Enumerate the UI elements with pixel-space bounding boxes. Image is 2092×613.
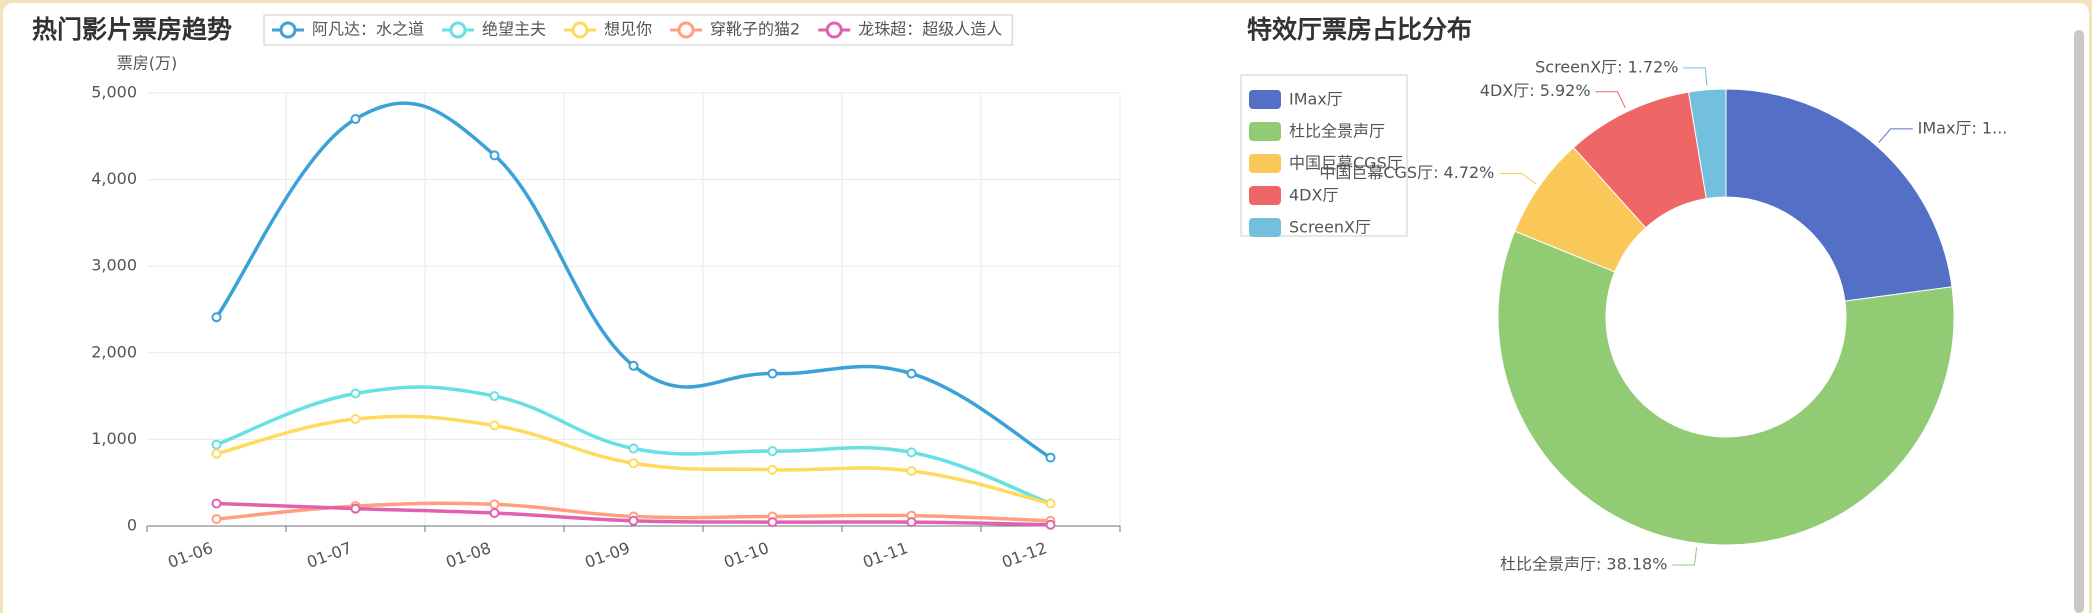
point (489, 150, 500, 161)
legend-label[interactable]: 龙珠超：超级人造人 (858, 20, 1002, 39)
point (489, 420, 500, 431)
slice-label: 4DX厅: 5.92% (1480, 81, 1591, 100)
y-tick-label: 0 (127, 516, 137, 535)
point (628, 360, 639, 371)
point (628, 443, 639, 454)
legend-label[interactable]: 穿靴子的猫2 (710, 20, 800, 39)
legend-box (1240, 74, 1408, 237)
legend-swatch (1249, 90, 1281, 109)
legend-icon (279, 21, 297, 39)
point (767, 517, 778, 528)
label-line (1683, 67, 1708, 86)
y-tick-label: 4,000 (91, 169, 137, 188)
legend-box (263, 14, 1013, 46)
point (767, 464, 778, 475)
slice-label: 杜比全景声厅: 38.18% (1500, 555, 1668, 574)
point (489, 508, 500, 519)
point (489, 391, 500, 402)
point (211, 312, 222, 323)
slice-label: IMax厅: 1... (1918, 118, 2008, 137)
label-line (1672, 547, 1698, 566)
point (1045, 498, 1056, 509)
series-line (215, 101, 1052, 460)
legend-icon (825, 21, 843, 39)
point (211, 514, 222, 525)
legend-label[interactable]: 绝望主夫 (482, 20, 546, 39)
y-tick-label: 3,000 (91, 256, 137, 275)
legend-label[interactable]: 想见你 (604, 20, 652, 39)
point (767, 446, 778, 457)
legend-label[interactable]: 4DX厅 (1289, 186, 1338, 205)
point (767, 368, 778, 379)
y-tick-label: 1,000 (91, 429, 137, 448)
y-tick-label: 2,000 (91, 342, 137, 361)
donut-slice (1725, 88, 1953, 302)
legend-label[interactable]: 中国巨幕CGS厅 (1289, 154, 1403, 173)
point (211, 448, 222, 459)
label-line (1595, 91, 1626, 109)
point (350, 503, 361, 514)
point (906, 368, 917, 379)
legend-label[interactable]: 阿凡达：水之道 (312, 20, 424, 39)
legend-label[interactable]: 杜比全景声厅 (1289, 122, 1385, 141)
legend-swatch (1249, 122, 1281, 141)
legend-label[interactable]: IMax厅 (1289, 90, 1343, 109)
y-axis-title: 票房(万) (117, 54, 178, 73)
legend-icon (449, 21, 467, 39)
donut-slice (1497, 230, 1955, 546)
point (350, 388, 361, 399)
point (489, 499, 500, 510)
point (628, 458, 639, 469)
point (1045, 452, 1056, 463)
label-line (1499, 172, 1537, 185)
legend-swatch (1249, 154, 1281, 173)
point (211, 498, 222, 509)
point (628, 515, 639, 526)
y-tick-label: 5,000 (91, 83, 137, 102)
donut-slice (1687, 88, 1727, 200)
point (350, 113, 361, 124)
point (350, 414, 361, 425)
legend-label[interactable]: ScreenX厅 (1289, 218, 1371, 237)
point (906, 466, 917, 477)
legend-swatch (1249, 186, 1281, 205)
point (906, 447, 917, 458)
legend-icon (571, 21, 589, 39)
chart-title: 热门影片票房趋势 (32, 15, 232, 44)
slice-label: ScreenX厅: 1.72% (1535, 57, 1678, 76)
label-line (1878, 128, 1913, 143)
scrollbar[interactable] (2074, 30, 2084, 613)
point (1045, 519, 1056, 530)
point (906, 517, 917, 528)
point (211, 439, 222, 450)
chart-title: 特效厅票房占比分布 (1247, 15, 1472, 44)
legend-icon (677, 21, 695, 39)
legend-swatch (1249, 218, 1281, 237)
